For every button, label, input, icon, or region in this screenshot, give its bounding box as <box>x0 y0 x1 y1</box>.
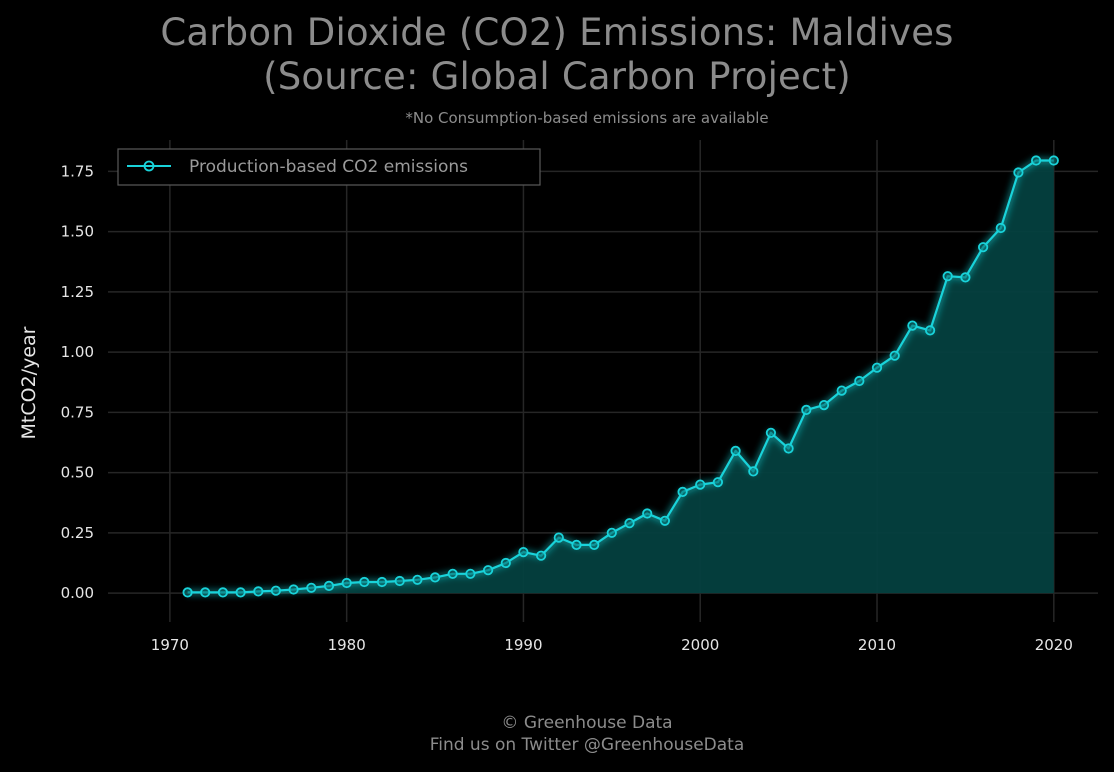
chart-title-line1: Carbon Dioxide (CO2) Emissions: Maldives <box>160 11 954 54</box>
data-point-1975 <box>253 586 264 597</box>
data-point-1994 <box>589 539 600 551</box>
data-point-2017 <box>995 222 1006 234</box>
x-tick-label-1980: 1980 <box>328 636 366 654</box>
data-point-2000 <box>695 479 706 490</box>
y-tick-label-3: 0.75 <box>61 403 94 421</box>
data-point-1995 <box>606 527 617 538</box>
y-tick-label-0: 0.00 <box>61 584 94 602</box>
y-axis-label: MtCO2/year <box>18 326 40 439</box>
legend-marker-swatch <box>143 160 155 172</box>
series-area-fill <box>187 160 1054 594</box>
legend-entry-production: Production-based CO2 emissions <box>189 157 468 177</box>
data-point-2015 <box>960 272 971 283</box>
data-point-1987 <box>465 568 476 579</box>
data-point-1990 <box>518 546 529 558</box>
x-tick-label-2020: 2020 <box>1035 636 1073 654</box>
data-point-2020 <box>1048 155 1059 166</box>
y-tick-label-7: 1.75 <box>61 162 94 180</box>
chart-title-line2: (Source: Global Carbon Project) <box>263 55 851 98</box>
x-tick-label-1970: 1970 <box>151 636 189 654</box>
data-point-2005 <box>783 443 794 454</box>
y-tick-label-6: 1.50 <box>61 223 94 241</box>
data-point-2007 <box>818 399 830 411</box>
data-point-1996 <box>624 518 635 529</box>
data-point-1974 <box>235 587 246 598</box>
data-point-2003 <box>748 466 759 477</box>
data-point-1984 <box>412 574 423 585</box>
y-tick-label-5: 1.25 <box>61 283 94 301</box>
data-point-2002 <box>730 445 741 456</box>
data-point-2010 <box>871 362 883 373</box>
data-point-1979 <box>323 580 335 592</box>
y-tick-label-2: 0.50 <box>61 464 94 482</box>
y-tick-label-1: 0.25 <box>61 524 94 542</box>
data-point-2008 <box>836 385 847 396</box>
data-point-2019 <box>1031 155 1042 166</box>
data-point-2018 <box>1013 167 1024 178</box>
data-point-2004 <box>765 427 777 438</box>
data-point-1999 <box>677 486 688 497</box>
data-point-1977 <box>288 584 299 595</box>
data-point-1989 <box>500 557 511 569</box>
tick-labels: 1970 1980 1990 2000 2010 2020 0.00 0.25 0.50 0.75… <box>61 162 1073 654</box>
marker-layer <box>182 155 1059 598</box>
data-point-1992 <box>553 532 564 543</box>
data-point-1997 <box>642 508 653 519</box>
footer-twitter: Find us on Twitter @GreenhouseData <box>429 735 745 755</box>
footer-copyright: © Greenhouse Data <box>501 713 673 733</box>
data-point-1993 <box>571 539 582 551</box>
legend: Production-based CO2 emissions <box>117 148 541 186</box>
data-point-2013 <box>924 325 936 336</box>
data-point-1986 <box>447 568 458 579</box>
data-point-1985 <box>429 572 441 583</box>
legend-frame <box>117 148 541 186</box>
data-point-1980 <box>341 577 352 589</box>
x-tick-label-2000: 2000 <box>681 636 719 654</box>
data-point-1982 <box>376 576 388 588</box>
data-point-2014 <box>942 271 953 282</box>
data-point-2009 <box>854 375 865 387</box>
data-point-2012 <box>907 320 918 331</box>
x-tick-label-2010: 2010 <box>858 636 896 654</box>
data-point-1976 <box>270 585 281 596</box>
data-point-1991 <box>535 550 547 561</box>
area-layer <box>187 160 1054 594</box>
data-point-2016 <box>977 242 989 253</box>
data-point-1972 <box>200 587 211 598</box>
x-tick-label-1990: 1990 <box>504 636 542 654</box>
data-point-2011 <box>889 350 900 361</box>
data-point-1983 <box>394 575 405 587</box>
data-point-1971 <box>182 587 193 598</box>
data-point-2006 <box>801 404 812 415</box>
data-point-1981 <box>359 576 370 588</box>
y-tick-label-4: 1.00 <box>61 343 94 361</box>
data-point-2001 <box>712 477 724 488</box>
data-point-1978 <box>306 582 317 593</box>
data-point-1973 <box>217 587 228 598</box>
data-point-1998 <box>659 515 671 526</box>
data-point-1988 <box>482 565 494 576</box>
chart-subtitle: *No Consumption-based emissions are avai… <box>405 109 769 127</box>
